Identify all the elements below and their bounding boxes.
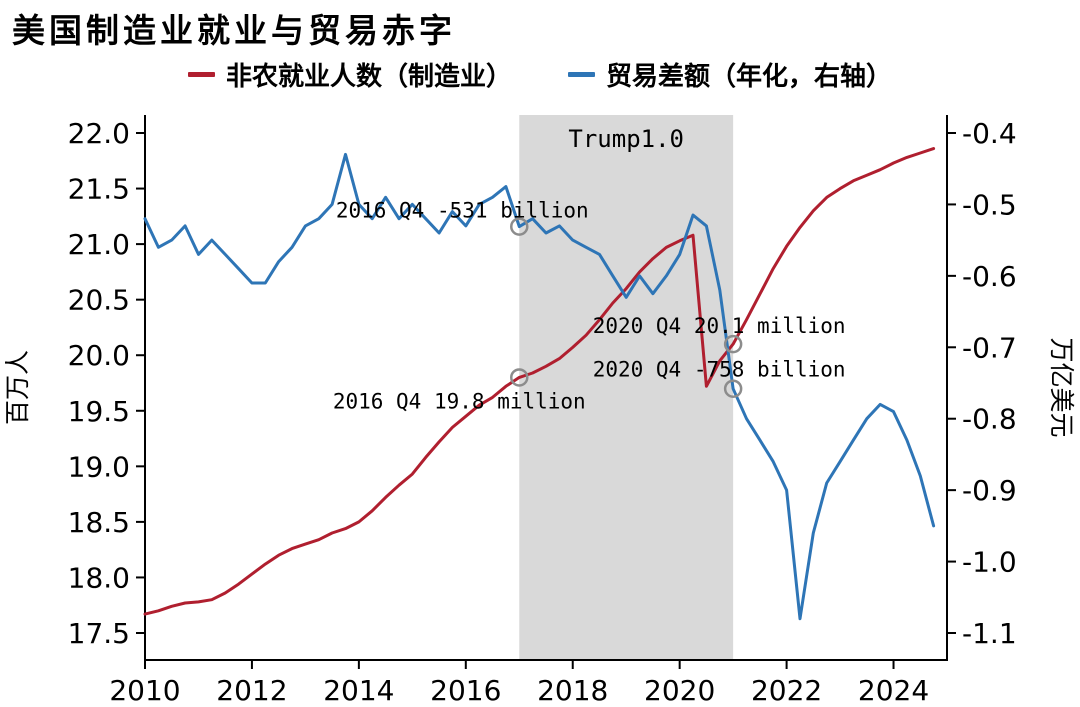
left-axis-tick-label: 19.5	[68, 395, 130, 428]
trump-band-label: Trump1.0	[568, 125, 684, 153]
right-axis-tick-label: -0.4	[962, 117, 1017, 150]
left-axis-tick-label: 18.5	[68, 506, 130, 539]
right-axis-tick-label: -0.9	[962, 474, 1017, 507]
annotation-label: 2016 Q4 -531 billion	[336, 199, 589, 223]
annotation-label: 2020 Q4 -758 billion	[593, 358, 846, 382]
left-axis-tick-label: 21.0	[68, 228, 130, 261]
employment-line	[143, 147, 936, 616]
x-axis-tick-label: 2016	[430, 674, 501, 707]
x-axis-tick-label: 2018	[537, 674, 608, 707]
chart-canvas: Trump1.0 17.5 18.0 18.5 19.0 19.5 20.0 20.5 21.0…	[3, 115, 1076, 707]
x-axis-tick-label: 2022	[751, 674, 822, 707]
legend-item-employment: 非农就业人数（制造业）	[187, 56, 512, 93]
right-axis-tick-label: -0.5	[962, 188, 1017, 221]
x-axis-tick-label: 2024	[858, 674, 929, 707]
trump-term-band	[519, 115, 734, 660]
trade-balance-line	[143, 152, 936, 621]
employment-legend-swatch-icon	[187, 72, 215, 77]
right-axis-tick-label: -0.7	[962, 331, 1017, 364]
right-axis-tick-label: -0.8	[962, 403, 1017, 436]
right-axis-tick-label: -1.1	[962, 617, 1017, 650]
right-axis-title: 万亿美元	[1047, 337, 1076, 437]
annotation-marker-icon	[510, 217, 529, 236]
left-axis-tick-label: 19.0	[68, 450, 130, 483]
x-axis-tick-label: 2014	[323, 674, 394, 707]
legend-label-employment: 非农就业人数（制造业）	[225, 62, 512, 92]
left-axis-title: 百万人	[3, 350, 32, 425]
x-axis-tick-label: 2010	[109, 674, 180, 707]
x-axis-tick-label: 2012	[216, 674, 287, 707]
page-title: 美国制造业就业与贸易赤字	[12, 11, 456, 50]
left-axis-tick-label: 20.0	[68, 339, 130, 372]
annotation-marker-icon	[510, 368, 529, 387]
annotation-marker-icon	[723, 379, 743, 398]
trade-balance-legend-swatch-icon	[568, 72, 595, 77]
left-axis-tick-label: 21.5	[68, 173, 130, 206]
left-axis-tick-label: 18.0	[68, 561, 130, 594]
legend-item-trade-balance: 贸易差额（年化，右轴）	[568, 56, 892, 93]
left-axis-tick-label: 22.0	[68, 117, 130, 150]
right-axis-tick-label: -0.6	[962, 260, 1017, 293]
left-axis-tick-label: 17.5	[68, 617, 130, 650]
chart-legend: 非农就业人数（制造业） 贸易差额（年化，右轴）	[0, 56, 1080, 93]
legend-label-trade-balance: 贸易差额（年化，右轴）	[606, 62, 893, 92]
annotation-label: 2016 Q4 19.8 million	[333, 389, 586, 413]
annotation-marker-icon	[723, 334, 743, 354]
right-axis-tick-label: -1.0	[962, 546, 1017, 579]
left-axis-tick-label: 20.5	[68, 284, 130, 317]
x-axis-tick-label: 2020	[644, 674, 715, 707]
annotation-label: 2020 Q4 20.1 million	[593, 314, 846, 338]
